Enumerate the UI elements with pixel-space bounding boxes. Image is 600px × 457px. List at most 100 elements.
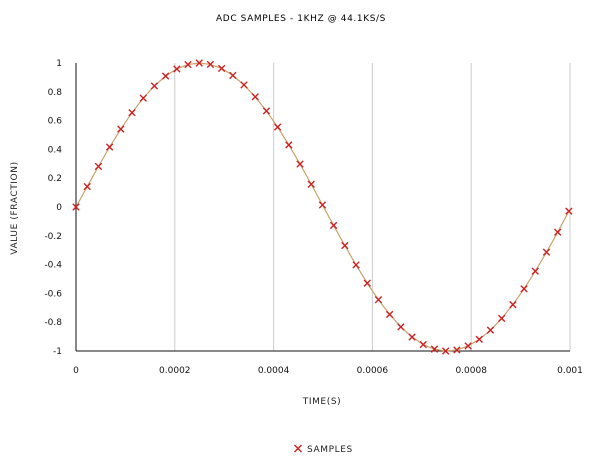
series-line [75, 62, 570, 352]
data-point-mark [542, 248, 551, 256]
data-point [273, 123, 282, 131]
data-point-mark [464, 342, 472, 350]
data-point [374, 296, 383, 304]
chart-title: ADC SAMPLES - 1kHz @ 44.1kS/s [216, 14, 386, 24]
data-point [83, 182, 91, 191]
y-tick-labels: 1 0.8 0.6 0.4 0.2 0 -0.2 -0.4 -0.6 -0.8 -1 [44, 59, 62, 357]
data-point [229, 71, 237, 80]
y-tick-label: 0.4 [48, 145, 63, 155]
data-point [117, 125, 125, 133]
y-tick-label: -0.2 [44, 232, 62, 242]
data-point [128, 108, 136, 117]
data-point [251, 93, 259, 101]
x-tick-label: 0.0006 [357, 366, 389, 376]
data-point-mark [105, 143, 114, 151]
data-point [363, 279, 371, 287]
legend-label: SAMPLES [307, 445, 353, 455]
x-tick-label: 0 [73, 366, 79, 376]
data-point [105, 143, 114, 151]
grid [174, 63, 571, 351]
data-point-mark [72, 203, 80, 211]
data-point [184, 60, 192, 69]
legend-marker-stroke [294, 444, 302, 453]
data-point-mark [385, 310, 394, 319]
y-tick-label: 0 [56, 203, 62, 213]
data-point-mark [273, 123, 282, 131]
data-point-mark [486, 326, 495, 334]
y-axis-label: VALUE (FRACTION) [10, 161, 20, 254]
data-point-mark [475, 335, 483, 344]
data-point-mark [139, 94, 147, 102]
data-point-mark [341, 241, 349, 250]
data-point-mark [419, 340, 427, 349]
data-point-mark [352, 261, 360, 269]
data-point-mark [128, 108, 136, 117]
x-tick-label: 0.0004 [258, 366, 290, 376]
data-point-mark [83, 182, 91, 191]
data-point [542, 248, 551, 256]
x-tick-label: 0.0002 [159, 366, 191, 376]
data-point [173, 65, 181, 73]
x-tick-label: 0.001 [557, 366, 583, 376]
data-point-mark [554, 228, 562, 236]
data-point-mark [318, 201, 327, 209]
data-point [217, 64, 226, 73]
y-tick-label: 0.2 [48, 174, 62, 184]
data-point [520, 285, 528, 293]
legend-marker-x-icon [294, 444, 302, 453]
y-tick-label: -0.8 [44, 318, 62, 328]
data-point-mark [565, 207, 573, 215]
data-point [430, 345, 439, 353]
data-point-mark [520, 285, 528, 293]
data-point-mark [173, 65, 181, 73]
data-point [509, 300, 517, 309]
data-point [397, 323, 405, 331]
data-point [307, 180, 315, 188]
data-point-mark [329, 221, 338, 230]
data-point-mark [150, 82, 159, 90]
data-point-mark [240, 81, 248, 89]
data-point [441, 347, 450, 355]
data-point-mark [397, 323, 405, 331]
data-point-mark [229, 71, 237, 80]
data-point-mark [497, 314, 506, 323]
data-point-mark [441, 347, 450, 355]
data-point-mark [296, 160, 304, 168]
data-point [565, 207, 573, 215]
data-point [139, 94, 147, 102]
data-point [385, 310, 394, 319]
data-point [352, 261, 360, 269]
data-point [408, 333, 416, 341]
data-point [150, 82, 159, 90]
y-tick-label: -1 [53, 347, 62, 357]
y-tick-label: 0.6 [48, 117, 63, 127]
x-tick-label: 0.0008 [455, 366, 487, 376]
data-point-mark [217, 64, 226, 73]
data-point [554, 228, 562, 236]
data-point-mark [184, 60, 192, 69]
data-point [240, 81, 248, 89]
data-point-mark [453, 346, 461, 354]
data-point [464, 342, 472, 350]
x-axis-label: TIME(S) [302, 397, 342, 407]
data-point-mark [374, 296, 383, 304]
series-samples [72, 59, 573, 355]
data-point [497, 314, 506, 323]
data-point-mark [408, 333, 416, 341]
data-point [341, 241, 349, 250]
data-point [329, 221, 338, 230]
data-point-mark [117, 125, 125, 133]
y-tick-label: 1 [56, 59, 62, 69]
data-point [531, 267, 539, 275]
data-point-mark [531, 267, 539, 275]
data-point [206, 60, 215, 69]
x-tick-labels: 0 0.0002 0.0004 0.0006 0.0008 0.001 [73, 366, 583, 376]
data-point-mark [509, 300, 517, 309]
data-point [262, 107, 271, 115]
data-point [72, 203, 80, 211]
data-point [94, 162, 103, 171]
data-point-mark [285, 141, 293, 149]
legend: SAMPLES [294, 444, 353, 455]
data-point [475, 335, 483, 344]
